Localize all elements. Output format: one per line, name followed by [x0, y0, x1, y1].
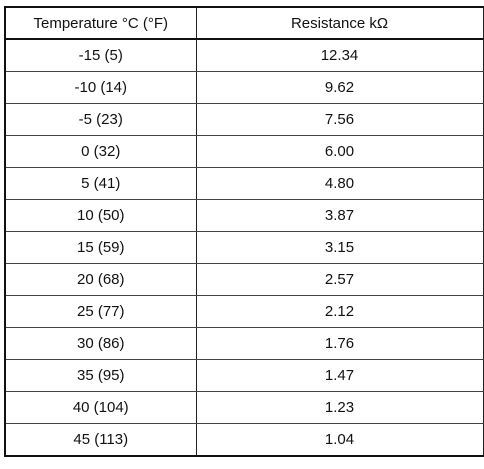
- resistance-cell: 3.87: [195, 199, 484, 232]
- resistance-cell: 7.56: [195, 103, 484, 136]
- resistance-cell: 1.76: [195, 327, 484, 360]
- table-row: -15 (5) 12.34: [4, 39, 484, 72]
- table-row: 0 (32) 6.00: [4, 135, 484, 168]
- temperature-cell: 15 (59): [4, 231, 197, 264]
- temperature-cell: 35 (95): [4, 359, 197, 392]
- temperature-cell: 5 (41): [4, 167, 197, 200]
- resistance-cell: 12.34: [195, 39, 484, 72]
- table-row: -10 (14) 9.62: [4, 71, 484, 104]
- table-row: 30 (86) 1.76: [4, 327, 484, 360]
- table-row: 40 (104) 1.23: [4, 391, 484, 424]
- resistance-cell: 1.47: [195, 359, 484, 392]
- resistance-cell: 1.04: [195, 423, 484, 457]
- header-resistance: Resistance kΩ: [195, 6, 484, 40]
- temperature-cell: 40 (104): [4, 391, 197, 424]
- temperature-cell: 25 (77): [4, 295, 197, 328]
- resistance-cell: 4.80: [195, 167, 484, 200]
- temperature-cell: 0 (32): [4, 135, 197, 168]
- resistance-cell: 2.12: [195, 295, 484, 328]
- table-row: 35 (95) 1.47: [4, 359, 484, 392]
- temperature-cell: 45 (113): [4, 423, 197, 457]
- table-row: 25 (77) 2.12: [4, 295, 484, 328]
- table-row: 5 (41) 4.80: [4, 167, 484, 200]
- table-row: 15 (59) 3.15: [4, 231, 484, 264]
- resistance-cell: 6.00: [195, 135, 484, 168]
- table-row: 45 (113) 1.04: [4, 423, 484, 457]
- table-row: 10 (50) 3.87: [4, 199, 484, 232]
- table-row: 20 (68) 2.57: [4, 263, 484, 296]
- temperature-cell: -15 (5): [4, 39, 197, 72]
- header-temperature: Temperature °C (°F): [4, 6, 197, 40]
- temperature-cell: 30 (86): [4, 327, 197, 360]
- temperature-cell: 10 (50): [4, 199, 197, 232]
- temperature-cell: -5 (23): [4, 103, 197, 136]
- resistance-cell: 1.23: [195, 391, 484, 424]
- table-header-row: Temperature °C (°F) Resistance kΩ: [4, 6, 484, 40]
- temperature-cell: -10 (14): [4, 71, 197, 104]
- temperature-resistance-table: Temperature °C (°F) Resistance kΩ -15 (5…: [4, 6, 484, 457]
- resistance-cell: 9.62: [195, 71, 484, 104]
- temperature-cell: 20 (68): [4, 263, 197, 296]
- resistance-cell: 2.57: [195, 263, 484, 296]
- table-row: -5 (23) 7.56: [4, 103, 484, 136]
- resistance-cell: 3.15: [195, 231, 484, 264]
